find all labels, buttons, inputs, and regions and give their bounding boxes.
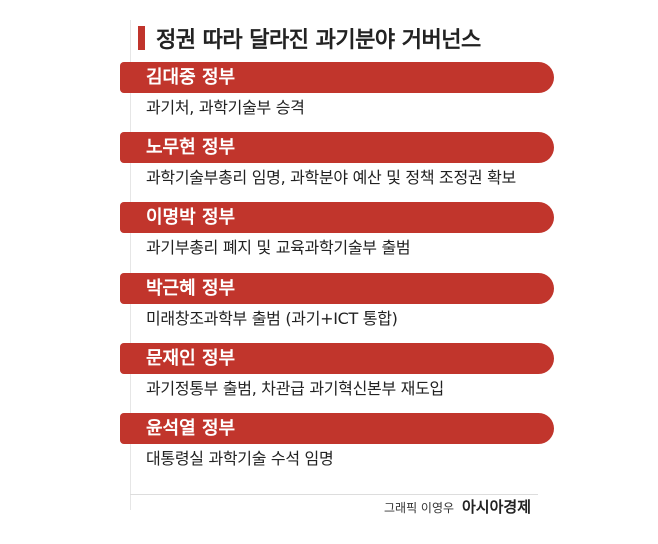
- section-description: 대통령실 과학기술 수석 임명: [146, 449, 334, 468]
- section-header-bar: [120, 62, 554, 93]
- footer-rule: [130, 494, 538, 495]
- section-description: 과기처, 과학기술부 승격: [146, 98, 305, 117]
- section-header-bar: [120, 202, 554, 234]
- section-header-bar: [120, 272, 554, 304]
- byline: 그래픽 이영우: [384, 501, 455, 515]
- section-header: 이명박 정부: [146, 207, 236, 229]
- publisher: 아시아경제: [462, 498, 532, 516]
- section-description: 과기부총리 폐지 및 교육과학기술부 출범: [146, 238, 411, 258]
- section-header-bar: [120, 413, 554, 444]
- section-header-bar: [120, 132, 554, 164]
- section-description: 과학기술부총리 임명, 과학분야 예산 및 정책 조정권 확보: [146, 168, 516, 188]
- left-rule: [130, 20, 131, 510]
- section-header: 김대중 정부: [146, 67, 236, 88]
- section-header: 박근혜 정부: [146, 277, 236, 299]
- section-header: 윤석열 정부: [146, 418, 236, 439]
- title-marker: [138, 26, 145, 50]
- title: 정권 따라 달라진 과기분야 거버넌스: [156, 28, 481, 53]
- section-header: 문재인 정부: [146, 347, 236, 369]
- section-header: 노무현 정부: [146, 137, 236, 159]
- section-header-bar: [120, 342, 554, 374]
- section-description: 과기정통부 출범, 차관급 과기혁신본부 재도입: [146, 378, 444, 398]
- section-description: 미래창조과학부 출범 (과기+ICT 통합): [146, 308, 398, 328]
